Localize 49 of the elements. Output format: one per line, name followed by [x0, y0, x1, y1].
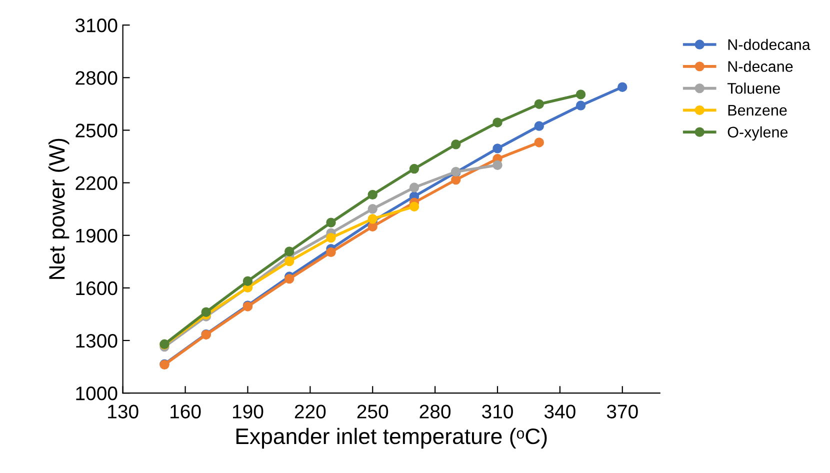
- point: [284, 256, 294, 266]
- point: [284, 246, 294, 256]
- y-tick-label: 1600: [76, 281, 118, 296]
- x-tick-label: 340: [544, 404, 576, 418]
- point: [201, 307, 211, 317]
- legend-label: O-xylene: [728, 126, 788, 141]
- point: [409, 202, 420, 212]
- x-tick-label: 310: [482, 404, 513, 418]
- point: [576, 100, 586, 110]
- legend-label: Toluene: [727, 82, 780, 94]
- x-tick-label: 280: [420, 404, 451, 418]
- point: [534, 99, 544, 109]
- y-tick-label: 1300: [76, 334, 118, 348]
- y-axis-title: Net power (W): [48, 138, 70, 279]
- point: [409, 182, 420, 192]
- x-tick-label: 130: [108, 404, 138, 418]
- x-tick-label: 250: [357, 404, 388, 418]
- legend-label: N-dodecana: [728, 38, 810, 50]
- point: [576, 90, 586, 100]
- point: [492, 144, 502, 154]
- y-tick-label: 1900: [76, 228, 118, 243]
- point: [492, 160, 502, 170]
- y-tick-label: 2500: [76, 124, 118, 138]
- point: [451, 140, 461, 150]
- x-tick-label: 190: [232, 404, 264, 418]
- y-tick-label: 1000: [76, 386, 118, 400]
- point: [368, 190, 378, 200]
- legend-label: Benzene: [728, 105, 787, 116]
- x-tick-label: 370: [606, 404, 638, 418]
- point: [534, 138, 544, 148]
- y-tick-label: 2800: [76, 71, 118, 85]
- y-tick-label: 3100: [75, 18, 118, 32]
- point: [451, 174, 461, 185]
- x-axis-title: Expander inlet temperature (ᵒC): [236, 428, 547, 449]
- point: [618, 82, 628, 92]
- x-tick-label: 220: [294, 404, 326, 418]
- point: [284, 274, 294, 284]
- point: [368, 204, 378, 214]
- point: [326, 232, 336, 243]
- point: [492, 118, 502, 128]
- point: [409, 164, 420, 174]
- point: [326, 247, 336, 258]
- point: [242, 276, 253, 286]
- legend-label: N-decane: [728, 60, 793, 72]
- y-tick-label: 2200: [76, 176, 118, 190]
- point: [368, 214, 378, 224]
- x-tick-label: 160: [170, 404, 201, 418]
- point: [534, 121, 544, 131]
- point: [326, 218, 336, 228]
